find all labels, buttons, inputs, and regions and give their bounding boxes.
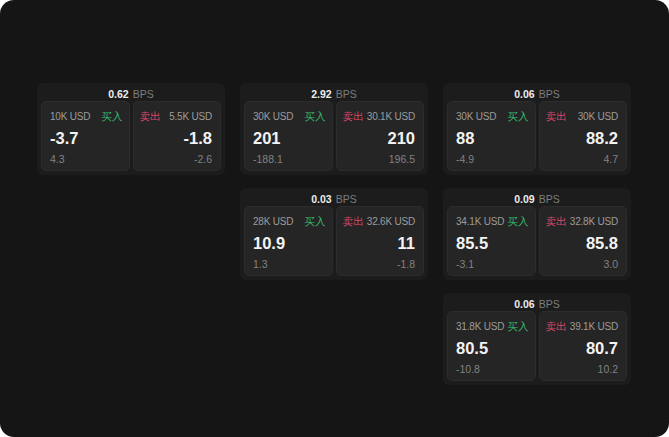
quote-card: 2.92 BPS 30K USD 买入 201 -188.1 卖出 30.1K … <box>240 83 428 175</box>
buy-price: 10.9 <box>251 234 326 252</box>
buy-panel[interactable]: 10K USD 买入 -3.7 4.3 <box>41 101 130 171</box>
buy-delta: -3.1 <box>454 258 529 270</box>
card-header: 0.03 BPS <box>240 188 428 206</box>
buy-panel[interactable]: 31.8K USD 买入 80.5 -10.8 <box>447 311 536 381</box>
sell-delta: 3.0 <box>546 258 621 270</box>
buy-size: 30K USD <box>251 110 295 123</box>
buy-price: 85.5 <box>454 234 529 252</box>
sell-size: 30K USD <box>576 110 620 123</box>
sell-tag: 卖出 <box>546 215 567 228</box>
sell-delta: -2.6 <box>140 153 215 165</box>
buy-delta: -4.9 <box>454 153 529 165</box>
buy-size: 10K USD <box>48 110 92 123</box>
bps-value: 0.06 <box>514 298 534 310</box>
sell-tag: 卖出 <box>140 110 161 123</box>
sell-size: 32.8K USD <box>568 215 620 228</box>
sell-size: 5.5K USD <box>167 110 214 123</box>
bps-unit-label: BPS <box>133 88 154 100</box>
sell-tag: 卖出 <box>343 110 364 123</box>
sell-price: 88.2 <box>546 129 621 147</box>
sell-panel[interactable]: 卖出 39.1K USD 80.7 10.2 <box>539 311 628 381</box>
quote-panels: 30K USD 买入 201 -188.1 卖出 30.1K USD 210 1… <box>244 101 424 171</box>
sell-panel[interactable]: 卖出 30.1K USD 210 196.5 <box>336 101 425 171</box>
card-header: 0.09 BPS <box>443 188 631 206</box>
sell-price: 80.7 <box>546 339 621 357</box>
buy-tag: 买入 <box>305 110 326 123</box>
card-header: 2.92 BPS <box>240 83 428 101</box>
sell-price: 210 <box>343 129 418 147</box>
buy-panel[interactable]: 28K USD 买入 10.9 1.3 <box>244 206 333 276</box>
buy-tag: 买入 <box>508 110 529 123</box>
sell-tag: 卖出 <box>343 215 364 228</box>
card-header: 0.06 BPS <box>443 293 631 311</box>
sell-panel[interactable]: 卖出 32.8K USD 85.8 3.0 <box>539 206 628 276</box>
sell-size: 32.6K USD <box>365 215 417 228</box>
bps-unit-label: BPS <box>336 88 357 100</box>
buy-size: 31.8K USD <box>454 320 506 333</box>
sell-price: 11 <box>343 234 418 252</box>
buy-price: 201 <box>251 129 326 147</box>
sell-delta: -1.8 <box>343 258 418 270</box>
sell-delta: 10.2 <box>546 363 621 375</box>
quote-card: 0.09 BPS 34.1K USD 买入 85.5 -3.1 卖出 32.8K… <box>443 188 631 280</box>
bps-unit-label: BPS <box>539 298 560 310</box>
sell-size: 30.1K USD <box>365 110 417 123</box>
sell-price: 85.8 <box>546 234 621 252</box>
quote-panels: 34.1K USD 买入 85.5 -3.1 卖出 32.8K USD 85.8… <box>447 206 627 276</box>
quote-board: 0.62 BPS 10K USD 买入 -3.7 4.3 卖出 5.5K USD… <box>0 0 669 437</box>
quote-panels: 10K USD 买入 -3.7 4.3 卖出 5.5K USD -1.8 -2.… <box>41 101 221 171</box>
sell-tag: 卖出 <box>546 320 567 333</box>
buy-delta: 4.3 <box>48 153 123 165</box>
bps-value: 0.09 <box>514 193 534 205</box>
sell-delta: 4.7 <box>546 153 621 165</box>
quote-panels: 31.8K USD 买入 80.5 -10.8 卖出 39.1K USD 80.… <box>447 311 627 381</box>
buy-size: 34.1K USD <box>454 215 506 228</box>
bps-unit-label: BPS <box>539 88 560 100</box>
buy-delta: -10.8 <box>454 363 529 375</box>
buy-price: -3.7 <box>48 129 123 147</box>
bps-value: 0.03 <box>311 193 331 205</box>
buy-size: 28K USD <box>251 215 295 228</box>
bps-value: 2.92 <box>311 88 331 100</box>
buy-delta: -188.1 <box>251 153 326 165</box>
bps-unit-label: BPS <box>336 193 357 205</box>
buy-tag: 买入 <box>508 215 529 228</box>
quote-card: 0.62 BPS 10K USD 买入 -3.7 4.3 卖出 5.5K USD… <box>37 83 225 175</box>
sell-price: -1.8 <box>140 129 215 147</box>
quote-panels: 30K USD 买入 88 -4.9 卖出 30K USD 88.2 4.7 <box>447 101 627 171</box>
sell-tag: 卖出 <box>546 110 567 123</box>
sell-size: 39.1K USD <box>568 320 620 333</box>
buy-panel[interactable]: 30K USD 买入 88 -4.9 <box>447 101 536 171</box>
card-header: 0.62 BPS <box>37 83 225 101</box>
buy-delta: 1.3 <box>251 258 326 270</box>
sell-delta: 196.5 <box>343 153 418 165</box>
sell-panel[interactable]: 卖出 32.6K USD 11 -1.8 <box>336 206 425 276</box>
quote-card: 0.06 BPS 30K USD 买入 88 -4.9 卖出 30K USD 8… <box>443 83 631 175</box>
quote-card: 0.03 BPS 28K USD 买入 10.9 1.3 卖出 32.6K US… <box>240 188 428 280</box>
buy-tag: 买入 <box>305 215 326 228</box>
buy-tag: 买入 <box>102 110 123 123</box>
sell-panel[interactable]: 卖出 5.5K USD -1.8 -2.6 <box>133 101 222 171</box>
buy-size: 30K USD <box>454 110 498 123</box>
bps-value: 0.06 <box>514 88 534 100</box>
buy-panel[interactable]: 30K USD 买入 201 -188.1 <box>244 101 333 171</box>
bps-value: 0.62 <box>108 88 128 100</box>
sell-panel[interactable]: 卖出 30K USD 88.2 4.7 <box>539 101 628 171</box>
card-header: 0.06 BPS <box>443 83 631 101</box>
buy-tag: 买入 <box>508 320 529 333</box>
quote-panels: 28K USD 买入 10.9 1.3 卖出 32.6K USD 11 -1.8 <box>244 206 424 276</box>
buy-panel[interactable]: 34.1K USD 买入 85.5 -3.1 <box>447 206 536 276</box>
bps-unit-label: BPS <box>539 193 560 205</box>
quote-card: 0.06 BPS 31.8K USD 买入 80.5 -10.8 卖出 39.1… <box>443 293 631 385</box>
buy-price: 80.5 <box>454 339 529 357</box>
buy-price: 88 <box>454 129 529 147</box>
